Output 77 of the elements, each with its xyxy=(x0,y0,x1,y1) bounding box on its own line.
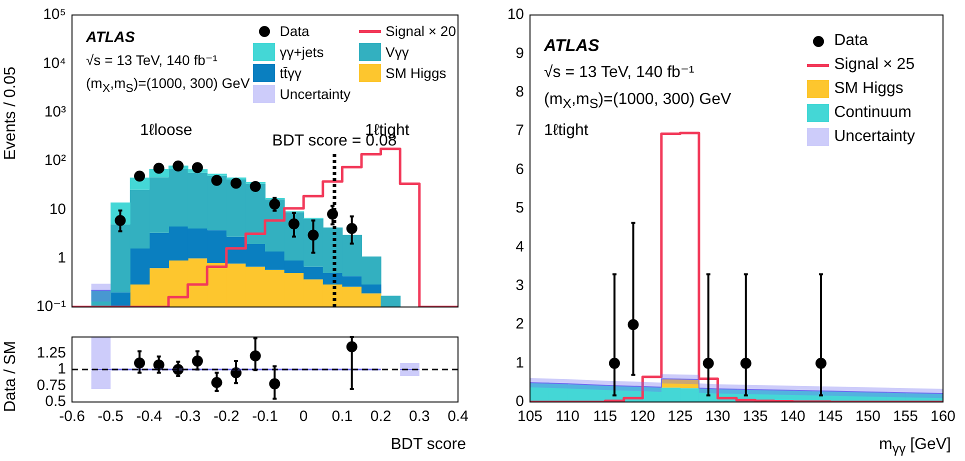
point xyxy=(134,170,146,182)
legend-label: SM Higgs xyxy=(386,65,446,81)
legend-label: SM Higgs xyxy=(834,80,904,98)
annotation: (m$_{X}$,m$_{S}$)=(1000, 300) GeV xyxy=(544,90,732,114)
y-tick-label: 2 xyxy=(516,316,524,333)
legend-label: Data xyxy=(834,32,868,50)
x-tick-label: 115 xyxy=(593,408,618,426)
y-tick-label: 0.5 xyxy=(45,393,66,410)
legend-label: Data xyxy=(280,23,310,39)
annotation: √s = 13 TeV, 140 fb⁻¹ xyxy=(86,51,218,70)
x-axis-title: m$_{γγ}$ [GeV] xyxy=(878,435,951,458)
y-tick-label: 10 xyxy=(507,6,524,24)
legend-label: Signal × 25 xyxy=(834,56,915,74)
annotation: 1ℓloose xyxy=(140,122,192,140)
x-tick-label: 160 xyxy=(930,408,956,426)
legend-label: γγ+jets xyxy=(280,44,324,60)
y-tick-label: 6 xyxy=(516,160,524,178)
y-tick-label: 1 xyxy=(58,249,66,266)
y-tick-label: 7 xyxy=(516,122,524,140)
x-axis-title: BDT score xyxy=(390,435,466,455)
legend-label: Continuum xyxy=(834,104,912,122)
y-tick-label: 10 xyxy=(49,200,66,218)
y-tick-label: 4 xyxy=(516,238,524,256)
bar xyxy=(380,296,401,307)
annotation: ATLAS xyxy=(86,28,136,48)
annotation: (m$_{X}$,m$_{S}$)=(1000, 300) GeV xyxy=(86,74,250,97)
y-tick-label: 1 xyxy=(58,360,66,378)
y-tick-label: 10⁵ xyxy=(43,6,66,24)
x-tick-label: 120 xyxy=(630,408,656,426)
x-tick-label: 0 xyxy=(299,408,308,426)
annotation: ATLAS xyxy=(544,35,600,57)
x-tick-label: -0.3 xyxy=(174,408,201,426)
x-tick-label: -0.5 xyxy=(98,408,124,426)
x-tick-label: 150 xyxy=(855,408,880,426)
x-tick-label: -0.6 xyxy=(59,408,85,426)
point xyxy=(211,174,222,186)
legend-label: Uncertainty xyxy=(280,86,351,102)
y-tick-label: 5 xyxy=(516,200,524,217)
y-tick-label: 0 xyxy=(516,393,524,410)
x-tick-label: 135 xyxy=(742,408,768,426)
legend-label: Signal × 20 xyxy=(386,23,456,39)
x-tick-label: -0.1 xyxy=(252,408,278,426)
x-tick-label: 110 xyxy=(556,408,580,426)
y-tick-label: 3 xyxy=(516,277,524,294)
y-axis-title: Events / 0.05 xyxy=(2,66,20,160)
x-tick-label: 140 xyxy=(780,408,806,426)
y-tick-label: 1.25 xyxy=(36,344,66,362)
y-tick-label: 9 xyxy=(516,44,524,62)
x-tick-label: 155 xyxy=(892,408,918,426)
y-tick-label: 10³ xyxy=(44,103,66,120)
x-tick-label: -0.2 xyxy=(213,408,240,426)
legend-label: Uncertainty xyxy=(834,128,915,146)
legend-label: Vγγ xyxy=(386,44,409,60)
point xyxy=(153,162,164,174)
annotation: 1ℓtight xyxy=(544,121,590,142)
x-tick-label: 0.1 xyxy=(332,408,353,426)
x-tick-label: -0.4 xyxy=(136,408,162,426)
y-tick-label: 10² xyxy=(44,152,66,170)
annotation: √s = 13 TeV, 140 fb⁻¹ xyxy=(544,63,696,83)
point xyxy=(250,180,261,192)
y-axis-title: Data / SM xyxy=(2,340,20,412)
x-tick-label: 145 xyxy=(818,408,843,426)
y-tick-label: 10⁴ xyxy=(42,54,66,72)
point xyxy=(172,160,184,172)
y-tick-label: 1 xyxy=(516,354,524,372)
y-tick-label: 10⁻¹ xyxy=(36,298,66,316)
x-tick-label: 125 xyxy=(668,408,693,426)
x-tick-label: 0.2 xyxy=(370,408,392,426)
x-tick-label: 105 xyxy=(517,408,543,426)
y-tick-label: 8 xyxy=(516,84,524,101)
x-tick-label: 0.3 xyxy=(408,408,430,426)
legend-label: tt̄γγ xyxy=(280,65,302,81)
x-tick-label: 130 xyxy=(705,408,730,426)
point xyxy=(230,178,242,189)
y-tick-label: 0.75 xyxy=(36,376,66,394)
point xyxy=(192,162,203,174)
x-tick-label: 0.4 xyxy=(448,408,468,426)
